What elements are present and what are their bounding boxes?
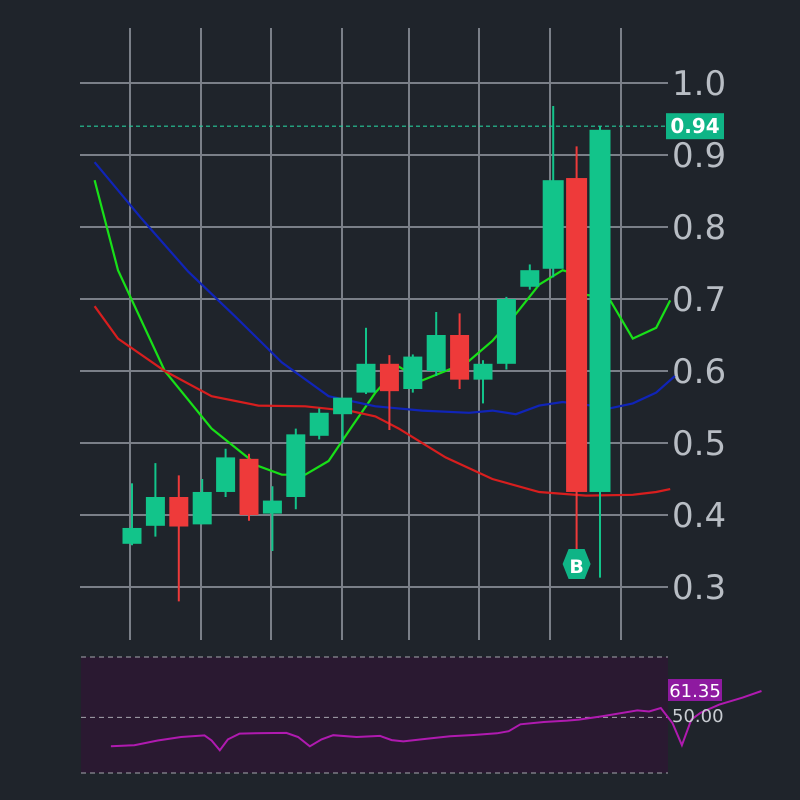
candle-2 bbox=[169, 475, 189, 602]
candle-body bbox=[333, 397, 353, 415]
candle-body bbox=[192, 491, 212, 525]
candle-body bbox=[496, 299, 516, 364]
candle-body bbox=[473, 363, 493, 380]
candle-19 bbox=[566, 146, 588, 559]
candle-16 bbox=[496, 296, 516, 370]
candle-15 bbox=[473, 360, 493, 404]
candle-5 bbox=[239, 453, 259, 521]
candle-11 bbox=[379, 355, 399, 431]
candle-9 bbox=[333, 397, 353, 443]
candle-17 bbox=[520, 264, 540, 290]
buy-marker: B bbox=[562, 549, 591, 579]
y-tick-label: 0.3 bbox=[672, 568, 726, 608]
candle-body bbox=[122, 527, 142, 544]
candle-6 bbox=[262, 486, 282, 551]
rsi-current-label: 61.35 bbox=[669, 681, 721, 702]
candle-1 bbox=[145, 463, 165, 537]
candle-body bbox=[356, 363, 376, 393]
candle-body bbox=[145, 497, 165, 526]
candle-body bbox=[450, 335, 470, 380]
rsi-line bbox=[110, 690, 762, 752]
y-tick-label: 0.5 bbox=[672, 424, 726, 464]
rsi-current-badge bbox=[668, 679, 722, 701]
candle-body bbox=[169, 497, 189, 527]
y-tick-label: 0.4 bbox=[672, 496, 726, 536]
y-tick-label: 0.8 bbox=[672, 208, 726, 248]
candle-body bbox=[309, 412, 329, 436]
candle-4 bbox=[216, 448, 236, 497]
candle-7 bbox=[286, 428, 306, 510]
price-axis-ticks: 1.0 0.9 0.8 0.7 0.6 0.5 0.4 0.3 bbox=[672, 64, 726, 608]
buy-marker-shape bbox=[562, 549, 591, 579]
candle-body bbox=[379, 363, 399, 392]
candle-body bbox=[520, 270, 540, 287]
ma-line-1 bbox=[93, 161, 676, 416]
candle-12 bbox=[403, 354, 423, 393]
ma-line-2 bbox=[93, 305, 671, 497]
candle-0 bbox=[122, 483, 142, 546]
candle-body bbox=[426, 335, 446, 371]
candle-body bbox=[589, 129, 611, 492]
candle-8 bbox=[309, 408, 329, 440]
rsi-level-label: 50.00 bbox=[672, 706, 724, 727]
candle-10 bbox=[356, 327, 376, 395]
moving-average-lines bbox=[93, 161, 676, 497]
y-tick-label: 0.7 bbox=[672, 280, 726, 320]
y-tick-label: 0.6 bbox=[672, 352, 726, 392]
buy-marker-label: B bbox=[569, 556, 583, 578]
candle-3 bbox=[192, 479, 212, 525]
current-price-label: 0.94 bbox=[670, 114, 719, 138]
candlesticks bbox=[122, 106, 611, 602]
candle-body bbox=[403, 356, 423, 389]
candle-body bbox=[262, 500, 282, 514]
current-price-badge: 0.94 bbox=[666, 113, 724, 140]
rsi-background bbox=[81, 657, 668, 773]
candle-18 bbox=[542, 106, 564, 278]
candle-14 bbox=[450, 313, 470, 389]
y-tick-label: 0.9 bbox=[672, 136, 726, 176]
candle-body bbox=[286, 434, 306, 497]
candle-body bbox=[239, 458, 259, 515]
candle-body bbox=[542, 180, 564, 269]
candle-body bbox=[216, 457, 236, 492]
rsi-level-lines bbox=[81, 656, 668, 774]
candle-13 bbox=[426, 311, 446, 377]
rsi-panel: 61.35 50.00 bbox=[81, 656, 762, 774]
candle-body bbox=[566, 178, 588, 492]
candle-20 bbox=[589, 126, 611, 578]
y-tick-label: 1.0 bbox=[672, 64, 726, 104]
